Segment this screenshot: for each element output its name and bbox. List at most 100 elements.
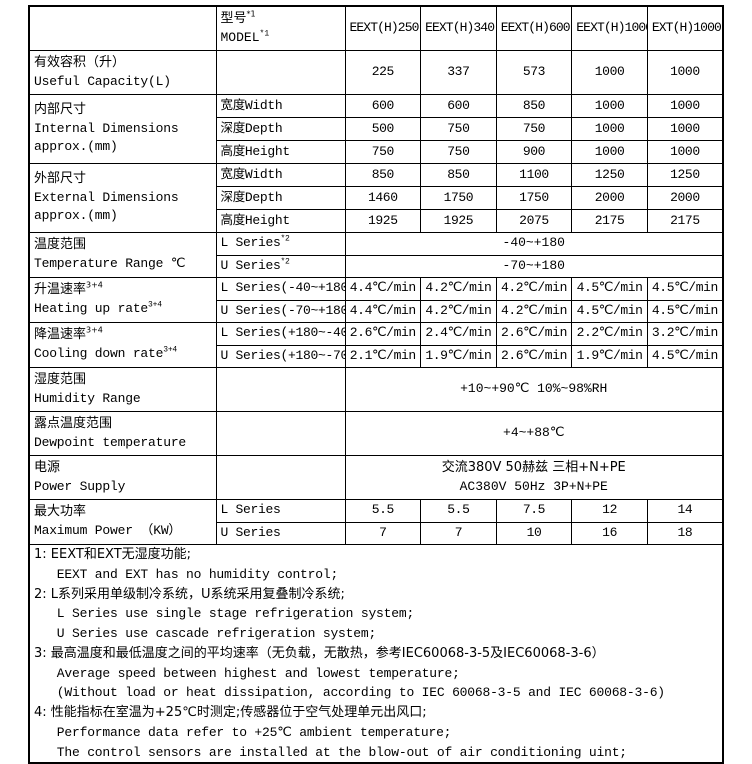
- cell-value: 600: [344, 94, 422, 118]
- footnotes-block: 1: EEXT和EXT无湿度功能; EEXT and EXT has no hu…: [28, 544, 724, 764]
- table-row-max-power-l: 最大功率 Maximum Power （KW） L Series 5.5 5.5…: [28, 499, 724, 545]
- cell-value: 1100: [495, 163, 573, 187]
- cell-value: 16: [571, 521, 648, 545]
- label-zh-sup: 3+4: [86, 280, 103, 290]
- table-row-external-width: 外部尺寸 External Dimensions approx.(mm) 宽度W…: [28, 163, 724, 233]
- cell-value: 4.5℃/min: [571, 299, 648, 323]
- sublabel-u-series-range: U Series(+180~-70): [215, 344, 346, 368]
- sublabel-zh: 宽度: [220, 97, 246, 113]
- cell-value: 2.2℃/min: [571, 322, 648, 346]
- label-en: Temperature Range ℃: [34, 256, 186, 271]
- sublabel-en: L Series: [220, 235, 281, 251]
- cell-merged-value: +4~+88℃: [344, 411, 724, 456]
- sublabel-zh: 高度: [220, 212, 246, 228]
- cell-value: 1000: [646, 50, 724, 95]
- sublabel-l-series: L Series: [215, 499, 346, 523]
- table-row-external-height: 高度Height 1925 1925 2075 2175 2175: [29, 209, 724, 233]
- cell-value: 2075: [495, 209, 573, 233]
- footnote-line: L Series use single stage refrigeration …: [34, 606, 415, 622]
- table-row-internal-width: 内部尺寸 Internal Dimensions approx.(mm) 宽度W…: [28, 94, 724, 164]
- cell-value: 573: [495, 50, 573, 95]
- table-row-cooling-l: 降温速率3+4 Cooling down rate3+4 L Series(+1…: [28, 322, 724, 368]
- cell-value: 2175: [646, 209, 724, 233]
- sublabel-depth: 深度Depth: [215, 186, 346, 210]
- sublabel-en: Depth: [244, 190, 283, 206]
- cell-value: 1460: [344, 186, 422, 210]
- table-row-heating-u: U Series(-70~+180) 4.4℃/min 4.2℃/min 4.2…: [29, 299, 724, 323]
- row-label-maximum-power: 最大功率 Maximum Power （KW）: [28, 499, 217, 545]
- cell-value: 4.2℃/min: [420, 299, 497, 323]
- cell-value: 750: [344, 140, 422, 164]
- label-en: Humidity Range: [34, 390, 141, 406]
- sublabel-sup: *2: [280, 257, 290, 267]
- footnote-line: 3: 最高温度和最低温度之间的平均速率（无负载，无散热，参考IEC60068-3…: [34, 645, 605, 661]
- label-en-2: approx.(mm): [34, 208, 118, 224]
- sublabel-en: Height: [244, 144, 290, 160]
- label-en-sup: 3+4: [148, 300, 162, 310]
- row-label-external-dimensions: 外部尺寸 External Dimensions approx.(mm): [28, 163, 217, 233]
- label-en-2: approx.(mm): [34, 139, 118, 155]
- cell-value: 1925: [344, 209, 422, 233]
- spec-sheet: 型号*1 MODEL*1 EEXT(H)250 EEXT(H)340 EEXT(…: [28, 5, 724, 764]
- cell-value: 2.4℃/min: [420, 322, 497, 346]
- table-row-heating-l: 升温速率3+4 Heating up rate3+4 L Series(-40~…: [28, 277, 724, 323]
- sublabel-u-series: U Series*2: [215, 254, 346, 278]
- table-row-useful-capacity: 有效容积（升） Useful Capacity(L) 225 337 573 1…: [28, 50, 724, 95]
- cell-value: 1000: [571, 140, 648, 164]
- sublabel-width: 宽度Width: [215, 163, 346, 187]
- cell-merged-value: -70~+180: [344, 254, 724, 278]
- label-zh-text: 升温速率: [34, 282, 87, 298]
- power-supply-zh: 交流380V 50赫兹 三相+N+PE: [441, 459, 626, 475]
- column-header-1: EEXT(H)250: [344, 5, 422, 51]
- label-zh: 最大功率: [34, 504, 87, 520]
- cell-value: 2000: [571, 186, 648, 210]
- label-en: Internal Dimensions: [34, 120, 179, 136]
- sublabel-en: Width: [244, 167, 283, 183]
- sublabel-u-series: U Series: [215, 521, 346, 545]
- cell-value: 7.5: [495, 499, 573, 523]
- cell-value: 4.5℃/min: [646, 277, 724, 301]
- cell-value: 1000: [646, 117, 724, 141]
- sublabel-en: Width: [244, 98, 283, 114]
- sublabel-zh: 深度: [220, 189, 246, 205]
- cell-value: 4.2℃/min: [495, 299, 573, 323]
- sublabel-l-series-range: L Series(+180~-40): [215, 322, 346, 346]
- table-row-humidity-range: 湿度范围 Humidity Range +10~+90℃ 10%~98%RH: [28, 367, 724, 412]
- column-header-2: EEXT(H)340: [420, 5, 497, 51]
- cell-value: 1250: [571, 163, 648, 187]
- cell-value: 4.4℃/min: [344, 299, 422, 323]
- cell-value: 1000: [646, 140, 724, 164]
- cell-value: 750: [420, 140, 497, 164]
- cell-value: 850: [420, 163, 497, 187]
- cell-value: 1000: [646, 94, 724, 118]
- cell-merged-value: -40~+180: [344, 232, 724, 256]
- cell-value: 7: [420, 521, 497, 545]
- cell-value: 4.5℃/min: [571, 277, 648, 301]
- model-label-en: MODEL: [220, 29, 260, 45]
- cell-value: 2.6℃/min: [344, 322, 422, 346]
- cell-value: 850: [495, 94, 573, 118]
- label-en: Cooling down rate3+4: [34, 345, 212, 364]
- cell-value: 900: [495, 140, 573, 164]
- label-en: Heating up rate3+4: [34, 300, 212, 319]
- table-row-max-power-u: U Series 7 7 10 16 18: [29, 521, 724, 545]
- footnote-line: 4: 性能指标在室温为+25℃时测定;传感器位于空气处理单元出风口;: [34, 705, 427, 720]
- table-body: 型号*1 MODEL*1 EEXT(H)250 EEXT(H)340 EEXT(…: [28, 5, 724, 764]
- cell-value: 7: [344, 521, 422, 545]
- model-sup-en: *1: [259, 29, 270, 39]
- cell-value: 1750: [495, 186, 573, 210]
- sublabel-zh: 高度: [220, 143, 246, 159]
- sublabel-zh: 宽度: [220, 166, 246, 182]
- cell-value: 1000: [571, 50, 648, 95]
- cell-value: 14: [646, 499, 724, 523]
- table-row-notes: 1: EEXT和EXT无湿度功能; EEXT and EXT has no hu…: [28, 544, 724, 764]
- cell-value: 2.1℃/min: [344, 344, 422, 368]
- table-header-row: 型号*1 MODEL*1 EEXT(H)250 EEXT(H)340 EEXT(…: [28, 5, 724, 51]
- cell-value: 3.2℃/min: [646, 322, 724, 346]
- sublabel-depth: 深度Depth: [215, 117, 346, 141]
- label-en: External Dimensions: [34, 189, 179, 205]
- footnote-line: Average speed between highest and lowest…: [34, 665, 460, 681]
- label-en: Useful Capacity(L): [34, 73, 171, 89]
- row-label-temperature-range: 温度范围 Temperature Range ℃: [28, 232, 217, 278]
- row-sublabel-dewpoint: [215, 411, 346, 456]
